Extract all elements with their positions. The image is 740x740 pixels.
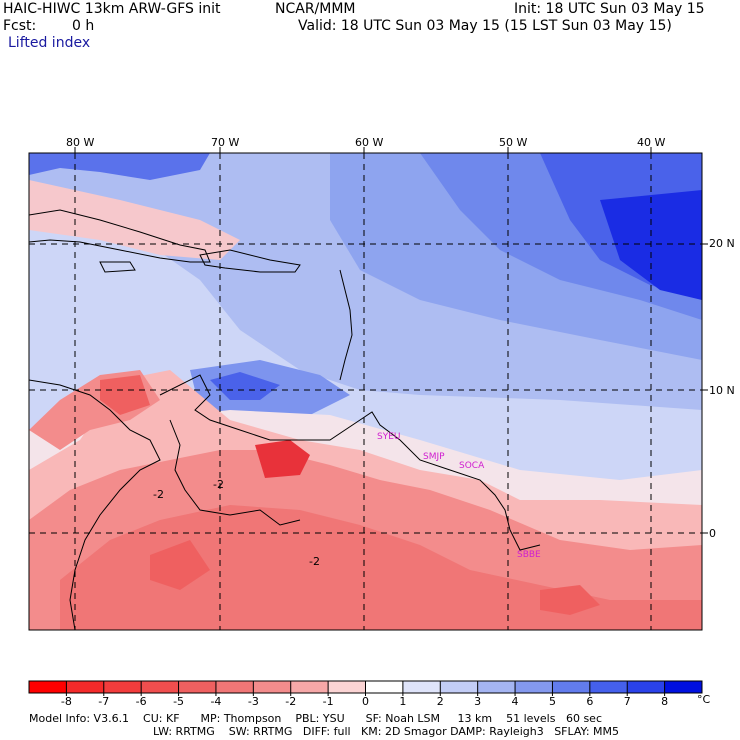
map-frame xyxy=(28,152,703,631)
colorbar-tick-label: -3 xyxy=(247,695,259,708)
forecast-hour: 0 h xyxy=(72,18,95,34)
colorbar-swatch xyxy=(66,681,105,693)
colorbar-tick-label: -7 xyxy=(98,695,110,708)
colorbar-tick-label: -6 xyxy=(135,695,147,708)
lat-label-0: 0 xyxy=(709,527,716,540)
valid-time: Valid: 18 UTC Sun 03 May 15 (15 LST Sun … xyxy=(298,18,672,34)
graticule xyxy=(29,153,702,630)
lifted-index-field xyxy=(29,153,702,630)
colorbar-swatch xyxy=(290,681,329,693)
colorbar-swatch xyxy=(29,681,67,693)
colorbar-swatch xyxy=(365,681,404,693)
coastlines xyxy=(29,209,541,630)
colorbar-swatch xyxy=(477,681,516,693)
colorbar-swatch xyxy=(664,681,703,693)
station-syeu: SYEU xyxy=(377,432,401,442)
field-name: Lifted index xyxy=(8,35,91,51)
lon-label-50w: 50 W xyxy=(499,136,528,149)
colorbar-tick-label: 6 xyxy=(586,695,594,708)
colorbar-swatch xyxy=(103,681,142,693)
colorbar-swatch xyxy=(589,681,628,693)
axis-ticks xyxy=(74,147,708,534)
colorbar-tick-label: 7 xyxy=(623,695,631,708)
lat-label-10n: 10 N xyxy=(709,384,735,397)
lon-label-80w: 80 W xyxy=(66,136,95,149)
lon-label-40w: 40 W xyxy=(637,136,666,149)
colorbar-swatch xyxy=(178,681,217,693)
forecast-label: Fcst: xyxy=(3,18,37,34)
lon-label-70w: 70 W xyxy=(211,136,240,149)
colorbar-tick-label: -2 xyxy=(285,695,297,708)
colorbar-swatch xyxy=(440,681,479,693)
model-info-line2: LW: RRTMG SW: RRTMG DIFF: full KM: 2D Sm… xyxy=(153,725,619,738)
colorbar-swatch xyxy=(402,681,441,693)
colorbar-swatch xyxy=(253,681,292,693)
colorbar-swatch xyxy=(552,681,591,693)
init-time: Init: 18 UTC Sun 03 May 15 xyxy=(514,1,705,17)
colorbar-tick-label: -8 xyxy=(60,695,72,708)
contour-label: -2 xyxy=(309,555,320,568)
colorbar-swatch xyxy=(141,681,180,693)
model-title: HAIC-HIWC 13km ARW-GFS init xyxy=(3,1,221,17)
colorbar-tick-label: -1 xyxy=(322,695,334,708)
station-soca: SOCA xyxy=(459,461,485,471)
colorbar-swatch xyxy=(328,681,366,693)
colorbar xyxy=(28,680,703,696)
contour-label: -2 xyxy=(153,488,164,501)
colorbar-unit: °C xyxy=(697,693,711,706)
contour-label: -2 xyxy=(213,478,224,491)
colorbar-tick-label: 1 xyxy=(399,695,407,708)
colorbar-tick-label: 8 xyxy=(661,695,669,708)
lat-label-20n: 20 N xyxy=(709,237,735,250)
colorbar-tick-label: 2 xyxy=(436,695,444,708)
colorbar-tick-label: 3 xyxy=(474,695,482,708)
colorbar-tick-label: 5 xyxy=(548,695,556,708)
colorbar-swatch xyxy=(627,681,666,693)
station-smjp: SMJP xyxy=(423,452,445,462)
lon-label-60w: 60 W xyxy=(355,136,384,149)
colorbar-tick-label: 4 xyxy=(511,695,519,708)
colorbar-tick-label: 0 xyxy=(362,695,369,708)
colorbar-swatch xyxy=(515,681,553,693)
org-label: NCAR/MMM xyxy=(275,1,356,17)
station-sbbe: SBBE xyxy=(517,550,541,560)
model-info-line1: Model Info: V3.6.1 CU: KF MP: Thompson P… xyxy=(29,712,602,725)
colorbar-tick-label: -4 xyxy=(210,695,222,708)
colorbar-tick-label: -5 xyxy=(173,695,185,708)
colorbar-swatch xyxy=(215,681,254,693)
